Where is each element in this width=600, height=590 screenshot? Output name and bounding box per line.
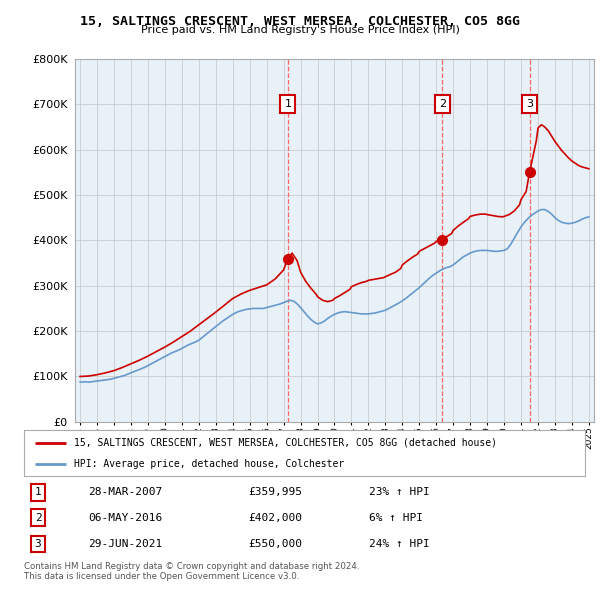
Text: £359,995: £359,995 (248, 487, 302, 497)
Text: 23% ↑ HPI: 23% ↑ HPI (369, 487, 430, 497)
Text: 29-JUN-2021: 29-JUN-2021 (89, 539, 163, 549)
Text: Price paid vs. HM Land Registry's House Price Index (HPI): Price paid vs. HM Land Registry's House … (140, 25, 460, 35)
Text: 24% ↑ HPI: 24% ↑ HPI (369, 539, 430, 549)
Text: 15, SALTINGS CRESCENT, WEST MERSEA, COLCHESTER, CO5 8GG (detached house): 15, SALTINGS CRESCENT, WEST MERSEA, COLC… (74, 438, 497, 448)
Text: 06-MAY-2016: 06-MAY-2016 (89, 513, 163, 523)
Text: 1: 1 (284, 99, 292, 109)
Text: 2: 2 (35, 513, 41, 523)
Text: 28-MAR-2007: 28-MAR-2007 (89, 487, 163, 497)
Text: 15, SALTINGS CRESCENT, WEST MERSEA, COLCHESTER, CO5 8GG: 15, SALTINGS CRESCENT, WEST MERSEA, COLC… (80, 15, 520, 28)
Text: £550,000: £550,000 (248, 539, 302, 549)
Text: This data is licensed under the Open Government Licence v3.0.: This data is licensed under the Open Gov… (24, 572, 299, 581)
Text: 1: 1 (35, 487, 41, 497)
Text: 6% ↑ HPI: 6% ↑ HPI (369, 513, 423, 523)
Text: 3: 3 (35, 539, 41, 549)
Text: 3: 3 (526, 99, 533, 109)
Text: Contains HM Land Registry data © Crown copyright and database right 2024.: Contains HM Land Registry data © Crown c… (24, 562, 359, 571)
Text: £402,000: £402,000 (248, 513, 302, 523)
Text: 2: 2 (439, 99, 446, 109)
Text: HPI: Average price, detached house, Colchester: HPI: Average price, detached house, Colc… (74, 459, 345, 469)
